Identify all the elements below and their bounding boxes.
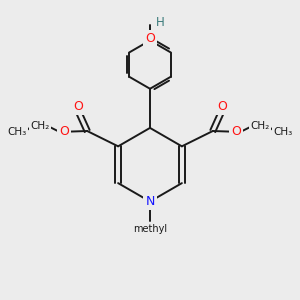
Text: CH₃: CH₃ — [274, 127, 293, 136]
Text: O: O — [231, 125, 241, 138]
Text: O: O — [73, 100, 83, 113]
Text: O: O — [59, 125, 69, 138]
Text: methyl: methyl — [133, 224, 167, 234]
Text: O: O — [145, 32, 155, 45]
Text: CH₃: CH₃ — [7, 127, 26, 136]
Text: CH₂: CH₂ — [31, 121, 50, 131]
Text: H: H — [156, 16, 165, 29]
Text: O: O — [217, 100, 227, 113]
Text: CH₂: CH₂ — [250, 121, 269, 131]
Text: N: N — [145, 195, 155, 208]
